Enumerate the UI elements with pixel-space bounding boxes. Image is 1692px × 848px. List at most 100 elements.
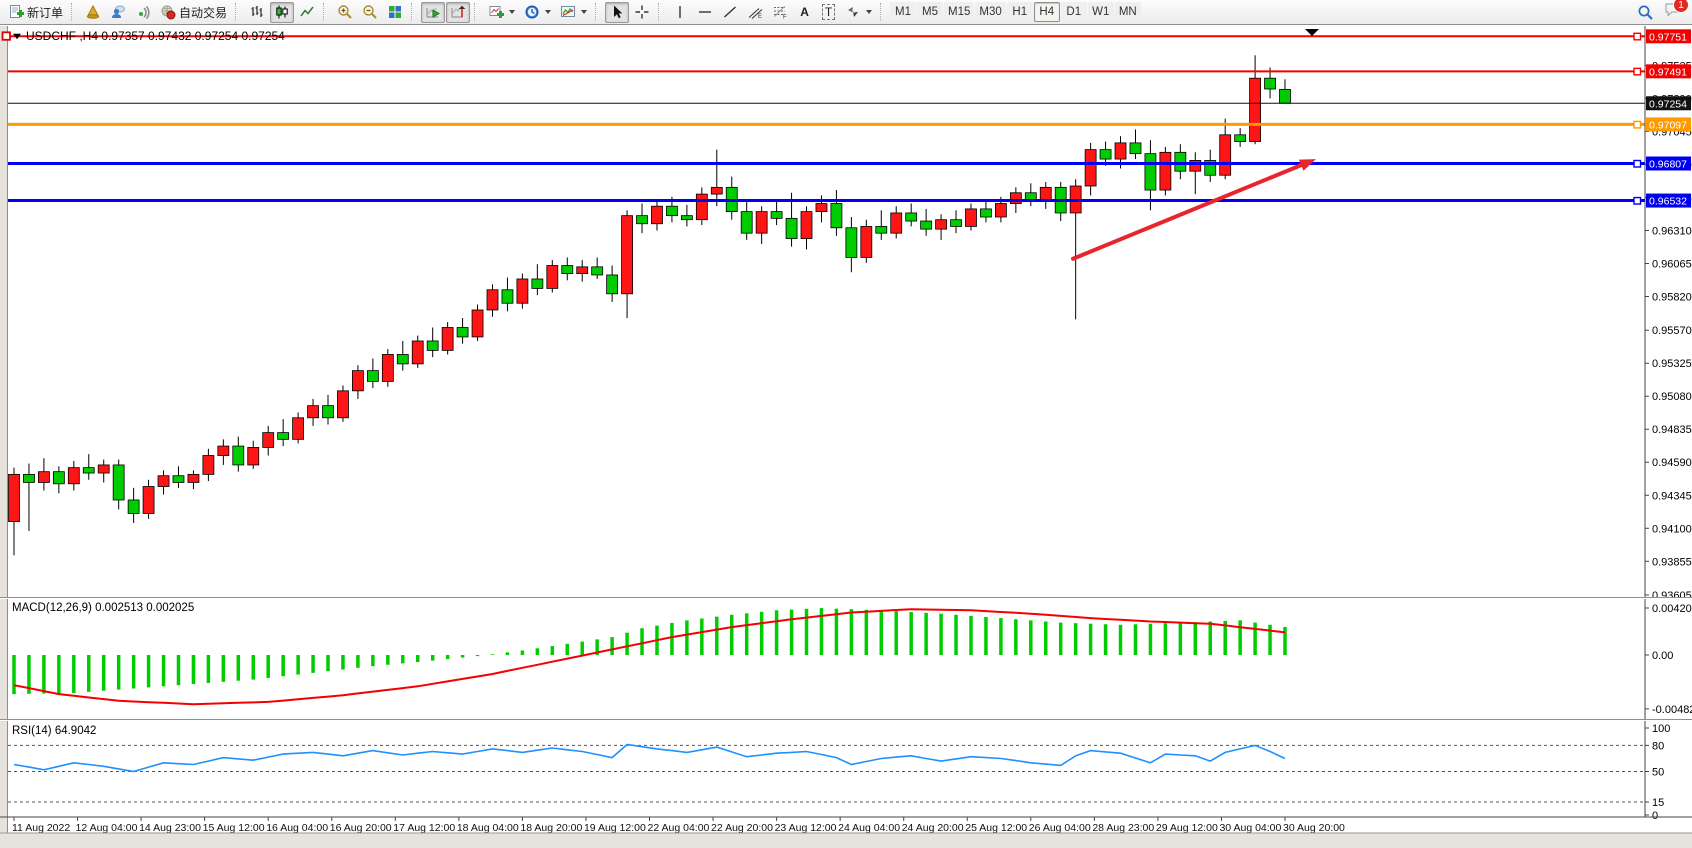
window-bottom-frame [0,833,1692,848]
text-tool-button[interactable]: A [793,2,816,23]
candle-bearish [277,432,290,440]
text-label-tool-button[interactable]: T [817,2,840,23]
time-tick-label: 17 Aug 12:00 [393,822,455,834]
candlestick-chart-type-button[interactable] [270,1,295,23]
price-badge [1646,29,1691,44]
candle-bullish [1009,192,1022,204]
candle-bullish [441,327,454,351]
candlestick-chart-icon [276,5,288,19]
timeframe-m15-button[interactable]: M15 [944,2,975,22]
timeframe-h1-button[interactable]: H1 [1006,2,1033,22]
bar-chart-type-button[interactable] [245,2,269,23]
hline-handle[interactable] [1633,196,1642,205]
timeframe-w1-button[interactable]: W1 [1087,2,1114,22]
gold-cone-button[interactable] [81,2,105,23]
notification-count-badge: 1 [1673,0,1689,13]
new-order-button[interactable]: 新订单 [4,2,67,23]
hline-left-handle[interactable] [1,31,11,41]
candle-bearish [501,289,514,304]
price-tick-label: 0.93605 [1652,590,1692,602]
candle-bearish [366,370,379,382]
candle-bearish [1234,134,1247,142]
time-tick-label: 15 Aug 12:00 [203,822,265,834]
candle-bullish [710,186,723,195]
candle-bearish [666,205,678,217]
zoom-in-button[interactable] [333,2,357,23]
candle-bearish [531,278,544,289]
crosshair-tool-button[interactable] [630,2,654,23]
trendline-tool-button[interactable] [718,2,742,23]
indicators-button[interactable] [556,2,591,23]
cursor-tool-button[interactable] [605,1,630,23]
rsi-tick-label: 100 [1652,723,1670,735]
shapes-tool-button[interactable] [841,2,876,23]
hline-handle[interactable] [1633,67,1642,76]
time-tick-label: 26 Aug 04:00 [1029,822,1091,834]
candle-bullish [815,203,828,213]
timeframe-m5-button[interactable]: M5 [917,2,944,22]
macd-label: MACD(12,26,9) 0.002513 0.002025 [12,602,194,614]
hline-handle[interactable] [1633,159,1642,168]
notifications-button[interactable]: 1 [1664,0,1689,23]
vertical-line-icon [679,6,681,18]
timeframe-m30-button[interactable]: M30 [975,2,1006,22]
community-user-icon [112,5,126,18]
chart-canvas[interactable]: USDCHF ,H4 0.97357 0.97432 0.97254 0.972… [0,26,1692,848]
price-tick-label: 0.94100 [1652,523,1692,535]
candle-bullish [97,464,110,474]
channel-tool-button[interactable]: E [743,2,767,23]
toolbar-separator [71,3,76,21]
candle-bullish [516,278,529,304]
candle-bullish [1114,142,1127,160]
time-tick-label: 14 Aug 23:00 [139,822,201,834]
toolbar-separator [658,3,663,21]
candle-bullish [800,211,813,239]
timeframe-toolbar: M1 M5 M15 M30 H1 H4 D1 W1 MN [890,2,1141,22]
candle-bullish [38,471,50,483]
candle-bearish [845,227,858,258]
candle-bullish [471,309,484,338]
chart-shift-marker[interactable] [1305,29,1319,36]
hline-handle[interactable] [1633,32,1642,41]
candle-bullish [935,219,947,230]
candle-bullish [621,215,633,295]
time-tick-label: 30 Aug 20:00 [1283,822,1345,834]
new-chart-button[interactable] [484,2,519,23]
timeframe-mn-button[interactable]: MN [1114,2,1141,22]
autotrading-button[interactable]: 自动交易 [156,2,231,23]
fibonacci-tool-button[interactable]: F [768,2,792,23]
candle-bearish [172,475,185,483]
svg-text:F: F [783,15,787,21]
main-toolbar: 新订单 自动交易 [0,0,1692,25]
profiles-button[interactable] [520,2,555,23]
candle-bullish [486,289,499,311]
chart-shift-button[interactable] [446,1,471,23]
new-order-label: 新订单 [27,5,64,20]
timeframe-m1-button[interactable]: M1 [890,2,917,22]
timeframe-h4-button[interactable]: H4 [1033,2,1060,22]
price-tick-label: 0.96310 [1652,225,1692,237]
line-chart-type-button[interactable] [295,2,319,23]
trend-arrow-line[interactable] [1071,163,1304,261]
candle-bullish [1249,77,1261,142]
search-button[interactable] [1633,2,1658,23]
vertical-line-tool-button[interactable] [668,2,692,23]
price-badge-label: 0.96532 [1649,196,1687,208]
signals-button[interactable] [131,2,155,23]
macd-tick-label: 0.00 [1652,650,1673,662]
hline-handle[interactable] [1633,120,1642,129]
candle-bullish [352,370,364,392]
new-order-icon [10,5,24,18]
trend-arrow-head[interactable] [1298,159,1316,171]
horizontal-line-tool-button[interactable] [693,2,717,23]
community-button[interactable] [106,2,130,23]
channel-icon: E [748,8,763,20]
toolbar-separator [595,3,600,21]
time-tick-label: 12 Aug 04:00 [76,822,138,834]
zoom-out-button[interactable] [358,2,382,23]
auto-scroll-button[interactable] [421,1,446,23]
toolbar-right-group: 1 [1633,0,1689,23]
tile-windows-button[interactable] [383,2,407,23]
gold-cone-icon [86,4,100,19]
timeframe-d1-button[interactable]: D1 [1060,2,1087,22]
